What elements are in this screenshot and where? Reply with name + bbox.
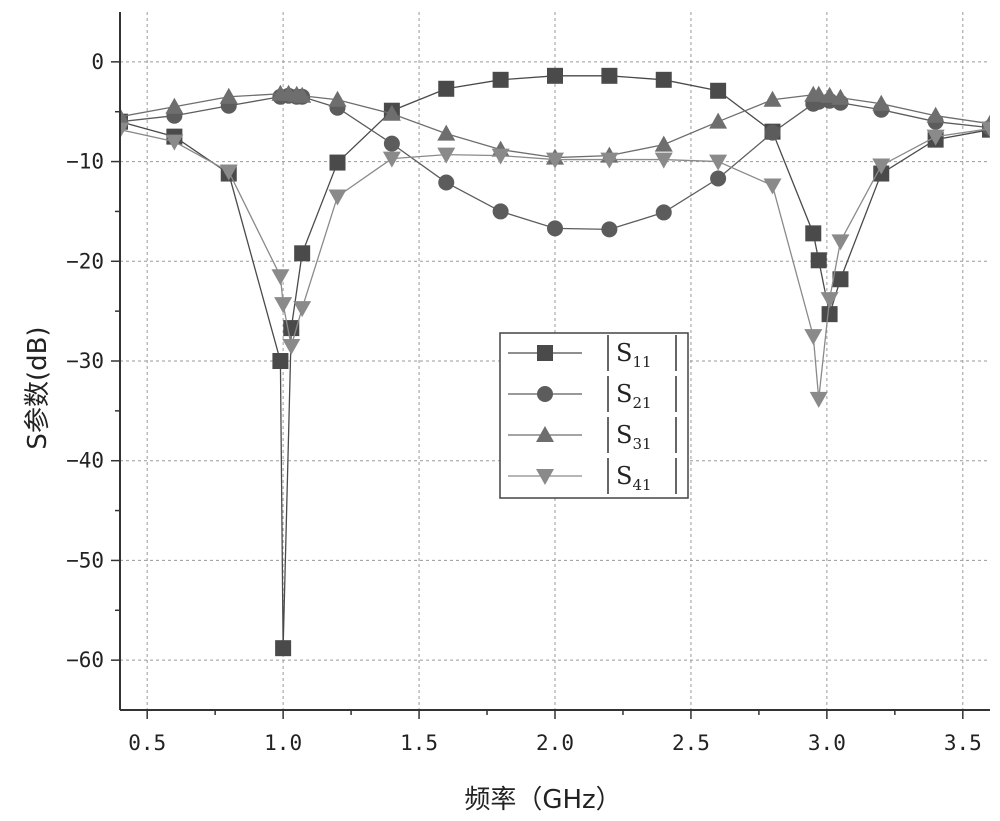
- point-s11-11: [547, 67, 563, 84]
- point-s41-5: [282, 339, 301, 356]
- series-group: [120, 67, 990, 657]
- point-s11-14: [710, 82, 727, 99]
- point-s31-1: [165, 97, 184, 114]
- legend-label-s41: S41: [616, 462, 652, 494]
- legend-marker-s21: [537, 386, 553, 402]
- point-s11-17: [810, 252, 827, 269]
- legend-entry-s21: S21: [508, 376, 677, 412]
- x-tick-label-4: 2.5: [672, 731, 710, 755]
- x-tick-label-3: 2.0: [536, 731, 574, 755]
- x-tick-label-1: 1.0: [264, 731, 302, 755]
- point-s11-16: [805, 225, 822, 242]
- point-s11-10: [492, 71, 509, 88]
- point-s41-13: [654, 152, 673, 169]
- point-s41-7: [328, 189, 347, 206]
- point-s11-19: [832, 271, 849, 288]
- legend-marker-s31: [536, 426, 554, 442]
- series-s41: [120, 121, 990, 408]
- legend-marker-s11: [537, 345, 553, 361]
- point-s41-22: [981, 121, 990, 138]
- point-s11-6: [294, 245, 311, 262]
- point-s31-15: [763, 90, 782, 107]
- point-s11-3: [272, 353, 289, 369]
- point-s11-18: [821, 306, 838, 323]
- point-s41-19: [831, 234, 850, 251]
- point-s31-13: [654, 135, 673, 152]
- x-tick-label-0: 0.5: [128, 731, 166, 755]
- point-s31-20: [872, 94, 891, 111]
- x-axis-label: 频率（GHz）: [464, 785, 621, 815]
- point-s31-2: [219, 87, 238, 104]
- point-s21-9: [438, 174, 455, 191]
- point-s41-8: [382, 151, 401, 168]
- point-s41-11: [546, 152, 564, 169]
- y-tick-label-0: 0: [91, 50, 104, 74]
- legend-entry-s31: S31: [508, 417, 677, 453]
- y-tick-label-5: −50: [66, 548, 104, 572]
- point-s41-4: [274, 297, 293, 314]
- point-s41-21: [926, 129, 945, 146]
- point-s21-10: [492, 203, 509, 220]
- point-s31-9: [437, 124, 456, 141]
- y-tick-label-4: −40: [66, 449, 104, 473]
- point-s11-4: [275, 640, 292, 657]
- point-s21-11: [547, 220, 563, 237]
- point-s41-6: [293, 301, 312, 318]
- point-s41-1: [165, 134, 184, 151]
- point-s41-15: [763, 178, 782, 195]
- point-s41-16: [804, 329, 823, 346]
- point-s11-7: [329, 154, 346, 171]
- point-s41-20: [872, 158, 891, 175]
- legend: S11 S21 S31 S41: [499, 332, 689, 499]
- ticks: 0.5 1.0 1.5 2.0 2.5 3.0 3.5 0 −10 −20 −30 −40 −50 −60: [66, 50, 982, 755]
- point-s41-0: [120, 122, 129, 139]
- x-tick-label-2: 1.5: [400, 731, 438, 755]
- point-s41-14: [709, 154, 728, 171]
- point-s31-6: [293, 86, 312, 103]
- point-s41-17: [809, 391, 828, 408]
- point-s31-0: [120, 107, 129, 124]
- point-s41-3: [271, 269, 290, 286]
- y-tick-label-1: −10: [66, 150, 104, 174]
- point-s31-14: [709, 112, 728, 129]
- legend-label-s21: S21: [616, 380, 652, 412]
- point-s31-7: [328, 90, 347, 107]
- point-s41-12: [600, 152, 619, 169]
- point-s31-18: [820, 86, 839, 103]
- x-tick-label-5: 3.0: [808, 731, 846, 755]
- point-s21-12: [601, 221, 618, 238]
- legend-marker-s41: [536, 469, 554, 485]
- legend-label-s11: S11: [616, 339, 652, 371]
- y-axis-label: S参数(dB): [23, 326, 53, 449]
- point-s31-8: [382, 104, 401, 121]
- point-s11-13: [655, 71, 672, 88]
- point-s21-14: [710, 170, 727, 187]
- y-tick-label-6: −60: [66, 648, 104, 672]
- point-s21-15: [764, 124, 781, 141]
- point-s11-12: [601, 67, 618, 84]
- y-tick-label-3: −30: [66, 349, 104, 373]
- point-s41-18: [820, 292, 839, 309]
- point-s31-21: [926, 106, 945, 123]
- point-s21-8: [383, 135, 400, 152]
- legend-label-s31: S31: [616, 421, 652, 453]
- point-s41-9: [437, 147, 456, 164]
- legend-entry-s11: S11: [508, 335, 677, 371]
- point-s31-19: [831, 88, 850, 105]
- point-s21-13: [655, 204, 672, 221]
- point-s41-10: [491, 148, 510, 165]
- x-tick-label-6: 3.5: [944, 731, 982, 755]
- legend-box: [499, 332, 689, 499]
- point-s31-17: [809, 85, 828, 102]
- legend-entry-s41: S41: [508, 458, 677, 494]
- point-s41-2: [219, 164, 238, 181]
- point-s11-9: [438, 80, 455, 97]
- y-tick-label-2: −20: [66, 249, 104, 273]
